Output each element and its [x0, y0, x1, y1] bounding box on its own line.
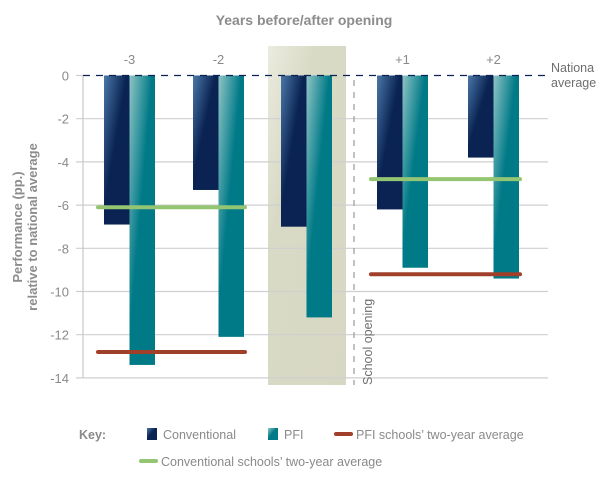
chart-title: Years before/after opening — [216, 12, 393, 28]
category-labels: -3 -2 +1 +2 — [124, 52, 501, 67]
legend-swatch-conventional — [147, 428, 157, 440]
bar-conventional — [377, 75, 403, 210]
y-axis-label-line-1: Performance (pp.) — [10, 171, 25, 282]
legend: Key: Conventional PFI PFI schools’ two-y… — [79, 428, 524, 469]
category-label: +2 — [486, 52, 501, 67]
legend-label-conventional-average: Conventional schools’ two-year average — [161, 455, 382, 469]
y-axis-label: Performance (pp.) relative to national a… — [10, 143, 40, 311]
bar-conventional — [193, 75, 219, 190]
y-tick-label: -6 — [57, 198, 69, 213]
y-tick-label: -10 — [50, 285, 69, 300]
bar-pfi — [402, 75, 428, 268]
bars — [104, 75, 519, 365]
legend-label-conventional: Conventional — [163, 428, 236, 442]
y-tick-label: -4 — [57, 155, 69, 170]
bar-conventional — [281, 75, 307, 227]
category-label: -2 — [213, 52, 225, 67]
legend-label-pfi-average: PFI schools’ two-year average — [356, 428, 524, 442]
category-label: -3 — [124, 52, 136, 67]
legend-label-pfi: PFI — [284, 428, 303, 442]
legend-swatch-pfi — [268, 428, 278, 440]
y-tick-labels: 0 -2 -4 -6 -8 -10 -12 -14 — [50, 69, 69, 386]
category-label: +1 — [395, 52, 410, 67]
y-tick-label: -8 — [57, 241, 69, 256]
y-tick-label: -12 — [50, 328, 69, 343]
y-tick-label: 0 — [62, 69, 69, 84]
bar-pfi — [306, 75, 332, 318]
bar-conventional — [468, 75, 494, 158]
y-tick-label: -2 — [57, 112, 69, 127]
bar-pfi — [129, 75, 155, 365]
national-average-label-line-1: Nationa — [551, 61, 594, 75]
y-axis-label-line-2: relative to national average — [25, 143, 40, 311]
national-average-label-line-2: average — [551, 76, 596, 90]
y-tick-label: -14 — [50, 371, 69, 386]
legend-key-label: Key: — [79, 428, 106, 442]
bar-pfi — [493, 75, 519, 279]
bar-conventional — [104, 75, 130, 225]
school-opening-label: School opening — [361, 299, 375, 385]
reference-lines — [96, 177, 522, 354]
